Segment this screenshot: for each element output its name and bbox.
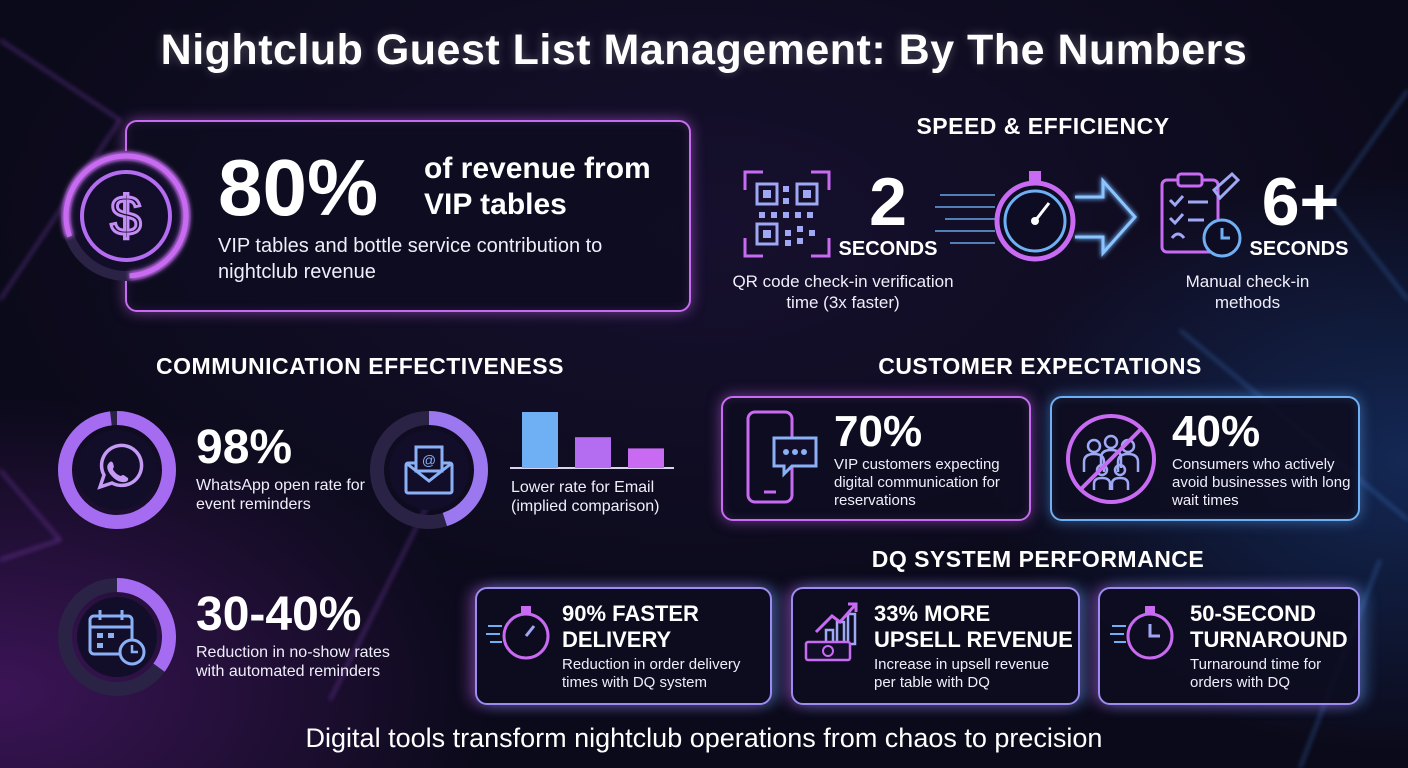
- qr-value: 2: [869, 164, 907, 240]
- noshow-description: Reduction in no-show rates with automate…: [196, 644, 390, 680]
- vip-revenue-description: VIP tables and bottle service contributi…: [218, 235, 603, 283]
- communication-heading: COMMUNICATION EFFECTIVENESS: [156, 353, 564, 379]
- email-comparison-bar: [522, 412, 558, 468]
- whatsapp-description: WhatsApp open rate for event reminders: [196, 477, 365, 513]
- whatsapp-value: 98%: [196, 421, 293, 474]
- stopwatch-arrow-icon: [935, 165, 1140, 270]
- page-title: Nightclub Guest List Management: By The …: [160, 26, 1248, 74]
- no-crowd-icon: [1062, 410, 1160, 508]
- dollar-icon: $: [56, 146, 196, 286]
- dq-card-turnaround: [1098, 587, 1360, 705]
- digital-description: VIP customers expecting digital communic…: [834, 456, 1000, 509]
- svg-text:@: @: [422, 452, 436, 468]
- dq-delivery-description: Reduction in order delivery times with D…: [562, 656, 741, 691]
- qr-code-icon: [741, 168, 833, 260]
- speed-heading: SPEED & EFFICIENCY: [916, 113, 1170, 139]
- manual-value: 6+: [1261, 164, 1340, 240]
- email-icon: @: [364, 405, 494, 535]
- qr-description: QR code check-in verification time (3x f…: [732, 272, 954, 312]
- expectations-heading: CUSTOMER EXPECTATIONS: [878, 353, 1202, 379]
- footer-tagline: Digital tools transform nightclub operat…: [305, 723, 1103, 753]
- manual-unit: SECONDS: [1249, 238, 1349, 260]
- dq-turnaround-title: 50-SECOND TURNAROUND: [1190, 601, 1348, 652]
- wait-description: Consumers who actively avoid businesses …: [1172, 456, 1351, 509]
- dq-upsell-title: 33% MORE UPSELL REVENUE: [874, 601, 1073, 652]
- svg-text:$: $: [110, 184, 141, 247]
- digital-value: 70%: [834, 407, 923, 456]
- calendar-clock-icon: [52, 572, 182, 702]
- dq-heading: DQ SYSTEM PERFORMANCE: [871, 546, 1205, 572]
- whatsapp-icon: [52, 405, 182, 535]
- clipboard-clock-icon: [1158, 170, 1246, 260]
- dq-upsell-description: Increase in upsell revenue per table wit…: [874, 656, 1050, 691]
- vip-revenue-headline: of revenue from VIP tables: [424, 152, 651, 221]
- noshow-value: 30-40%: [196, 588, 362, 641]
- dq-delivery-title: 90% FASTER DELIVERY: [562, 601, 699, 652]
- qr-unit: SECONDS: [838, 238, 938, 260]
- email-comparison-bar: [628, 448, 664, 468]
- dq-turnaround-description: Turnaround time for orders with DQ: [1190, 656, 1322, 691]
- email-description: Lower rate for Email (implied comparison…: [511, 479, 660, 515]
- wait-value: 40%: [1172, 407, 1261, 456]
- money-growth-icon: [802, 598, 864, 662]
- manual-description: Manual check-in methods: [1185, 272, 1310, 312]
- stopwatch-icon: [486, 600, 554, 662]
- email-comparison-bar: [575, 437, 611, 468]
- email-bar-chart: [510, 408, 674, 470]
- stopwatch-icon: [1110, 600, 1178, 662]
- smartphone-chat-icon: [740, 408, 822, 508]
- vip-revenue-value: 80%: [218, 143, 379, 232]
